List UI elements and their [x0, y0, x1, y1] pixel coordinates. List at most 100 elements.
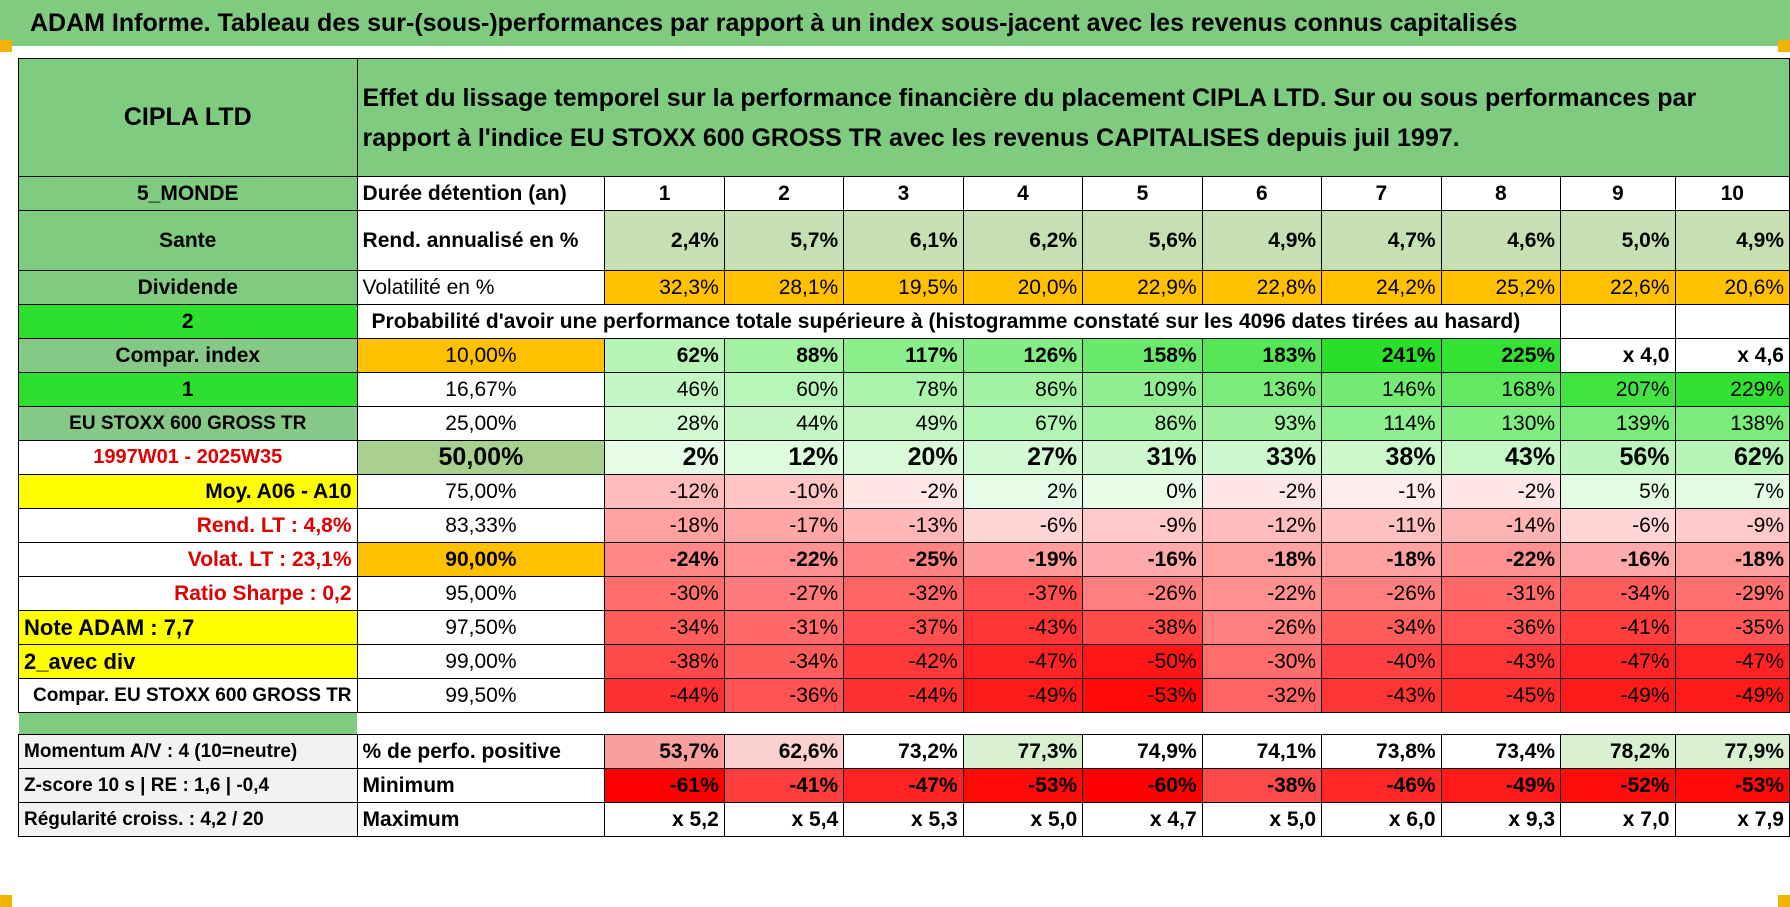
value-cell: -13% [843, 508, 964, 543]
percentile-cell: 25,00% [356, 406, 606, 441]
value-cell: -41% [1560, 610, 1676, 645]
rend-cell: 6,1% [843, 210, 964, 271]
percentile-cell: 95,00% [356, 576, 606, 611]
corner-marker [1778, 40, 1790, 52]
year-header: 1 [604, 176, 725, 211]
corner-marker [1778, 895, 1790, 907]
value-cell: -43% [1440, 644, 1562, 679]
year-header: 6 [1201, 176, 1323, 211]
value-cell: -1% [1321, 474, 1442, 509]
vol-cell: 25,2% [1440, 270, 1562, 305]
rend-cell: 2,4% [604, 210, 725, 271]
value-cell: -60% [1082, 768, 1203, 803]
value-cell: 67% [962, 406, 1084, 441]
value-cell: -38% [1082, 610, 1203, 645]
side-label: Ratio Sharpe : 0,2 [18, 576, 358, 611]
value-cell: 2% [604, 440, 725, 475]
value-cell: -47% [962, 644, 1084, 679]
value-cell: -46% [1321, 768, 1442, 803]
value-cell: 207% [1560, 372, 1676, 407]
description: Effet du lissage temporel sur la perform… [356, 58, 1790, 177]
value-cell: -30% [604, 576, 725, 611]
corner-marker [0, 40, 12, 52]
rend-cell: 6,2% [962, 210, 1084, 271]
proba-label: Probabilité d'avoir une performance tota… [356, 304, 1562, 339]
year-header: 8 [1440, 176, 1562, 211]
report-title: ADAM Informe. Tableau des sur-(sous-)per… [0, 0, 1790, 46]
value-cell: -6% [1560, 508, 1676, 543]
value-cell: -50% [1082, 644, 1203, 679]
percentile-cell: 99,00% [356, 644, 606, 679]
duree-label: Durée détention (an) [356, 176, 606, 211]
value-cell: x 5,2 [604, 802, 725, 837]
percentile-cell: 97,50% [356, 610, 606, 645]
value-cell: -44% [843, 678, 964, 713]
zone-label: 5_MONDE [18, 176, 358, 211]
year-header: 5 [1082, 176, 1203, 211]
value-cell: 74,9% [1082, 734, 1203, 769]
value-cell: x 7,0 [1560, 802, 1676, 837]
value-cell: 138% [1674, 406, 1790, 441]
value-cell: x 5,0 [962, 802, 1084, 837]
value-cell: -32% [843, 576, 964, 611]
value-cell: 49% [843, 406, 964, 441]
value-cell: 46% [604, 372, 725, 407]
value-cell: x 5,3 [843, 802, 964, 837]
year-header: 2 [723, 176, 845, 211]
percentile-cell: 10,00% [356, 338, 606, 373]
side-label: Momentum A/V : 4 (10=neutre) [18, 734, 358, 769]
side-label: Moy. A06 - A10 [18, 474, 358, 509]
value-cell: 86% [1082, 406, 1203, 441]
value-cell: -2% [843, 474, 964, 509]
value-cell: 229% [1674, 372, 1790, 407]
vol-cell: 24,2% [1321, 270, 1442, 305]
value-cell: -26% [1082, 576, 1203, 611]
value-cell: -9% [1082, 508, 1203, 543]
side-label: 1997W01 - 2025W35 [18, 440, 358, 475]
value-cell: -29% [1674, 576, 1790, 611]
value-cell: -26% [1201, 610, 1323, 645]
value-cell: x 9,3 [1440, 802, 1562, 837]
value-cell: -34% [604, 610, 725, 645]
value-cell: -30% [1201, 644, 1323, 679]
value-cell: -18% [1201, 542, 1323, 577]
value-cell: 78,2% [1560, 734, 1676, 769]
value-cell: -37% [843, 610, 964, 645]
value-cell: 158% [1082, 338, 1203, 373]
value-cell: -43% [1321, 678, 1442, 713]
value-cell: 38% [1321, 440, 1442, 475]
value-cell: x 6,0 [1321, 802, 1442, 837]
value-cell: 183% [1201, 338, 1323, 373]
value-cell: 62% [1674, 440, 1790, 475]
value-cell: -19% [962, 542, 1084, 577]
side-label: 2_avec div [18, 644, 358, 679]
side-label: EU STOXX 600 GROSS TR [18, 406, 358, 441]
value-cell: x 5,4 [723, 802, 845, 837]
rend-label: Rend. annualisé en % [356, 210, 606, 271]
value-cell: 73,4% [1440, 734, 1562, 769]
value-cell: -22% [1440, 542, 1562, 577]
rend-cell: 5,6% [1082, 210, 1203, 271]
value-cell: 20% [843, 440, 964, 475]
value-cell: -18% [604, 508, 725, 543]
empty-cell [1560, 304, 1676, 339]
value-cell: 78% [843, 372, 964, 407]
value-cell: 168% [1440, 372, 1562, 407]
value-cell: 241% [1321, 338, 1442, 373]
value-cell: -41% [723, 768, 845, 803]
value-cell: -17% [723, 508, 845, 543]
value-cell: -12% [1201, 508, 1323, 543]
row-label: Minimum [356, 768, 606, 803]
value-cell: 0% [1082, 474, 1203, 509]
rend-cell: 4,9% [1674, 210, 1790, 271]
value-cell: -53% [1674, 768, 1790, 803]
value-cell: 139% [1560, 406, 1676, 441]
value-cell: -2% [1440, 474, 1562, 509]
value-cell: -61% [604, 768, 725, 803]
value-cell: -14% [1440, 508, 1562, 543]
value-cell: -49% [962, 678, 1084, 713]
value-cell: 88% [723, 338, 845, 373]
value-cell: -42% [843, 644, 964, 679]
value-cell: 56% [1560, 440, 1676, 475]
value-cell: -32% [1201, 678, 1323, 713]
